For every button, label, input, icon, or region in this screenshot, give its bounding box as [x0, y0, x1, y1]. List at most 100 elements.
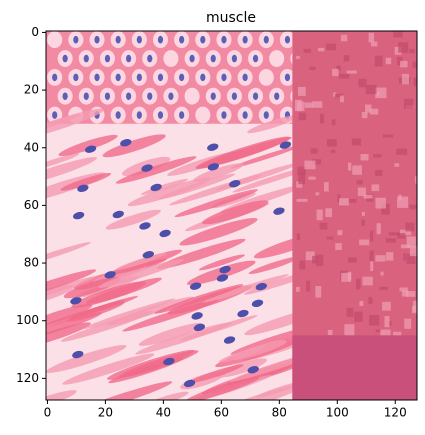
- patch: [298, 112, 307, 121]
- nucleus: [94, 35, 100, 44]
- fiber: [62, 353, 155, 385]
- nucleus: [142, 251, 154, 259]
- nucleus: [189, 54, 195, 63]
- nucleus: [84, 145, 97, 153]
- fiber: [46, 345, 127, 373]
- nucleus: [139, 222, 151, 230]
- nucleus: [104, 271, 116, 279]
- fiber: [216, 358, 267, 378]
- patch: [348, 198, 357, 203]
- patch: [315, 285, 322, 298]
- patch: [400, 244, 411, 249]
- patch: [369, 250, 374, 262]
- nucleus: [168, 92, 174, 100]
- fiber: [203, 274, 289, 303]
- patch: [397, 56, 403, 66]
- patch: [369, 230, 374, 242]
- patch: [374, 55, 383, 67]
- fiber: [46, 153, 80, 170]
- patch: [370, 108, 379, 115]
- y-tick-label: 40: [24, 140, 39, 154]
- patch: [305, 251, 315, 261]
- patch: [363, 194, 373, 199]
- patch: [304, 160, 316, 170]
- x-tick-label: 0: [44, 406, 52, 420]
- nucleus: [255, 282, 267, 291]
- patch: [375, 87, 387, 99]
- nucleus: [157, 73, 164, 82]
- nucleus: [72, 350, 84, 359]
- patch: [396, 148, 408, 155]
- fiber: [86, 277, 162, 304]
- fiber: [202, 200, 269, 225]
- patch: [376, 223, 381, 235]
- patch: [384, 316, 390, 328]
- patch: [326, 43, 337, 51]
- fiber: [138, 323, 203, 346]
- patch: [325, 208, 332, 218]
- patch: [388, 232, 401, 236]
- nucleus: [62, 54, 68, 63]
- nucleus: [136, 111, 142, 119]
- fiber: [46, 322, 91, 350]
- patch: [403, 253, 407, 261]
- fiber: [60, 172, 112, 191]
- patch: [348, 257, 357, 263]
- patch: [298, 172, 306, 185]
- patch: [344, 324, 355, 336]
- x-tick-label: 60: [214, 406, 229, 420]
- patch: [354, 311, 363, 322]
- nucleus: [179, 35, 185, 44]
- patch: [405, 222, 415, 232]
- patch: [297, 86, 306, 96]
- patch: [352, 165, 362, 175]
- fiber: [140, 391, 189, 400]
- fiber: [46, 390, 77, 400]
- nucleus: [193, 323, 206, 332]
- nucleus: [284, 73, 291, 82]
- region: [292, 335, 417, 400]
- nucleus: [274, 92, 280, 100]
- patch: [394, 46, 402, 55]
- patch: [339, 198, 349, 206]
- patch: [330, 149, 336, 153]
- fiber: [46, 157, 98, 187]
- y-tick-label: 120: [16, 371, 39, 385]
- fiber: [179, 217, 258, 246]
- patch: [317, 47, 325, 52]
- patch: [296, 181, 303, 188]
- nucleus: [104, 92, 111, 100]
- nucleus: [94, 73, 100, 82]
- nucleus: [83, 92, 89, 100]
- patch: [303, 48, 311, 53]
- nucleus: [231, 92, 238, 100]
- patch: [309, 66, 316, 70]
- patch: [403, 98, 414, 109]
- patch: [310, 148, 318, 154]
- patch: [365, 84, 377, 95]
- nucleus: [189, 282, 202, 290]
- fiber: [232, 166, 313, 193]
- patch: [375, 197, 386, 209]
- patch: [397, 233, 406, 239]
- nucleus: [221, 73, 227, 82]
- patch: [296, 198, 308, 202]
- nucleus: [207, 143, 219, 151]
- patch: [334, 93, 344, 98]
- nucleus: [115, 35, 121, 44]
- patch: [406, 236, 416, 248]
- nucleus: [159, 229, 171, 238]
- patch: [323, 182, 329, 192]
- chart-title: muscle: [206, 10, 256, 26]
- patch: [337, 194, 341, 203]
- fiber: [193, 163, 244, 182]
- patch: [319, 222, 328, 230]
- nucleus: [163, 357, 175, 366]
- patch: [398, 42, 409, 53]
- patch: [346, 307, 354, 317]
- cell: [184, 87, 200, 105]
- patch: [312, 159, 322, 165]
- fiber: [106, 296, 194, 326]
- nucleus: [125, 54, 132, 63]
- patch: [340, 34, 348, 42]
